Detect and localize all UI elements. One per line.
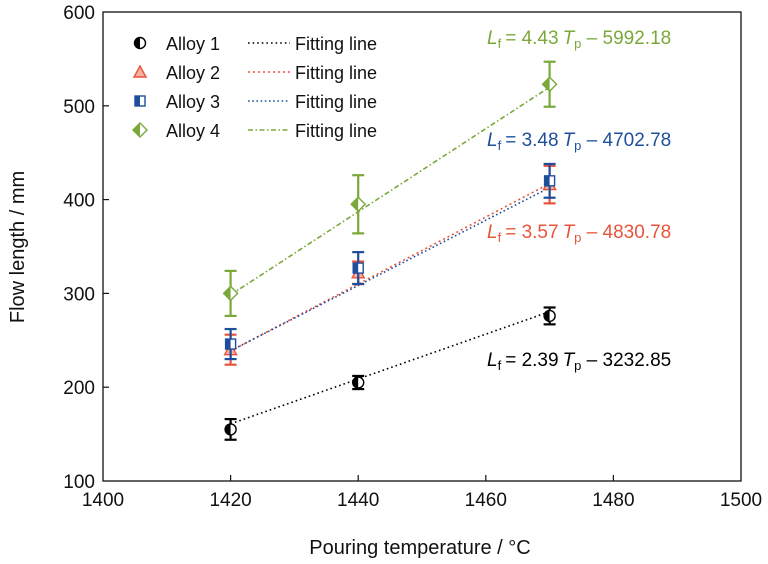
marker-fill [134, 37, 140, 49]
legend-series-name: Alloy 4 [166, 121, 220, 141]
marker-fill [135, 96, 140, 106]
legend-marker [132, 122, 148, 138]
data-point [222, 285, 239, 302]
legend-item-4: Alloy 4 Fitting line [132, 121, 377, 141]
legend-marker [134, 95, 146, 107]
equation-3: Lf = 3.48 Tp – 4702.78 [487, 130, 671, 153]
marker-fill [353, 263, 359, 274]
data-point [541, 76, 558, 93]
x-tick-label: 1480 [592, 490, 634, 511]
x-axis: 1400 1420 1440 1460 1480 1500 [82, 475, 762, 511]
data-point [350, 196, 367, 213]
x-tick-label: 1460 [465, 490, 507, 511]
data-point [224, 423, 237, 436]
marker-fill [225, 339, 231, 350]
legend-fit-label: Fitting line [295, 34, 377, 54]
equation-var: T [563, 130, 576, 151]
equation-rest: – 4830.78 [581, 222, 671, 243]
equation-var-sub: p [574, 36, 581, 51]
equation-var: T [563, 28, 576, 49]
fit-line-4 [230, 86, 551, 296]
marker-fill [352, 377, 359, 389]
legend-item-2: Alloy 2 Fitting line [132, 63, 377, 83]
y-axis-label: Flow length / mm [7, 171, 29, 323]
marker-fill [223, 286, 231, 301]
equation-rest: – 3232.85 [581, 350, 671, 371]
legend-series-name: Alloy 3 [166, 92, 220, 112]
data-point [224, 338, 237, 350]
equation-lhs: L [487, 28, 498, 49]
y-tick-label: 600 [63, 3, 95, 24]
x-tick-label: 1440 [337, 490, 379, 511]
equation-lhs: L [487, 222, 498, 243]
fit-line-1 [230, 310, 550, 425]
data-point [543, 309, 556, 323]
y-tick-label: 500 [63, 97, 95, 118]
equation-2: Lf = 3.57 Tp – 4830.78 [487, 222, 671, 245]
y-tick-label: 200 [63, 378, 95, 399]
equation-rest: – 4702.78 [581, 130, 671, 151]
series-3 [224, 162, 556, 361]
y-axis: 100 200 300 400 500 600 [63, 3, 109, 493]
marker-fill [544, 175, 550, 186]
legend-fit-label: Fitting line [295, 63, 377, 83]
equation-lhs-sub: f [498, 36, 502, 51]
equation-var-sub: p [574, 230, 581, 245]
equation-coef: = 2.39 [505, 350, 558, 371]
equation-1: Lf = 2.39 Tp – 3232.85 [487, 350, 671, 373]
x-axis-label: Pouring temperature / °C [309, 537, 530, 559]
equation-coef: = 3.57 [505, 222, 558, 243]
legend-fit-label: Fitting line [295, 92, 377, 112]
data-point [543, 175, 556, 187]
legend-item-1: Alloy 1 Fitting line [133, 34, 377, 54]
equation-var: T [563, 350, 576, 371]
data-point [352, 262, 364, 274]
y-tick-label: 100 [63, 472, 95, 493]
y-tick-label: 300 [63, 284, 95, 305]
equation-var-sub: p [574, 358, 581, 373]
marker-fill [225, 423, 231, 435]
plot-frame [102, 11, 742, 482]
equation-lhs: L [487, 350, 498, 371]
marker-fill [133, 123, 140, 137]
equation-coef: = 3.48 [505, 130, 558, 151]
equation-lhs-sub: f [498, 138, 502, 153]
marker-fill [351, 197, 359, 212]
series-4 [222, 60, 558, 318]
equation-var: T [563, 222, 576, 243]
equation-lhs-sub: f [498, 358, 502, 373]
equation-4: Lf = 4.43 Tp – 5992.18 [487, 28, 671, 51]
legend-marker [133, 36, 147, 50]
equation-lhs: L [487, 130, 498, 151]
marker-fill [544, 310, 550, 322]
series-1 [224, 306, 556, 441]
equation-var-sub: p [574, 138, 581, 153]
data-point [352, 376, 365, 389]
x-tick-label: 1420 [209, 490, 251, 511]
equation-lhs-sub: f [498, 230, 502, 245]
legend-marker [132, 64, 148, 78]
fit-line-2 [230, 182, 550, 352]
marker-fill [542, 77, 550, 92]
legend-fit-label: Fitting line [295, 121, 377, 141]
plot-area [102, 11, 742, 482]
legend-series-name: Alloy 2 [166, 63, 220, 83]
legend-series-name: Alloy 1 [166, 34, 220, 54]
series-2 [223, 164, 557, 366]
equation-coef: = 4.43 [505, 28, 558, 49]
equation-rest: – 5992.18 [581, 28, 671, 49]
marker-outline [132, 64, 148, 78]
y-tick-label: 400 [63, 191, 95, 212]
x-tick-label: 1400 [82, 490, 124, 511]
legend-item-3: Alloy 3 Fitting line [134, 92, 377, 112]
x-tick-label: 1500 [720, 490, 762, 511]
fit-line-3 [230, 186, 550, 352]
